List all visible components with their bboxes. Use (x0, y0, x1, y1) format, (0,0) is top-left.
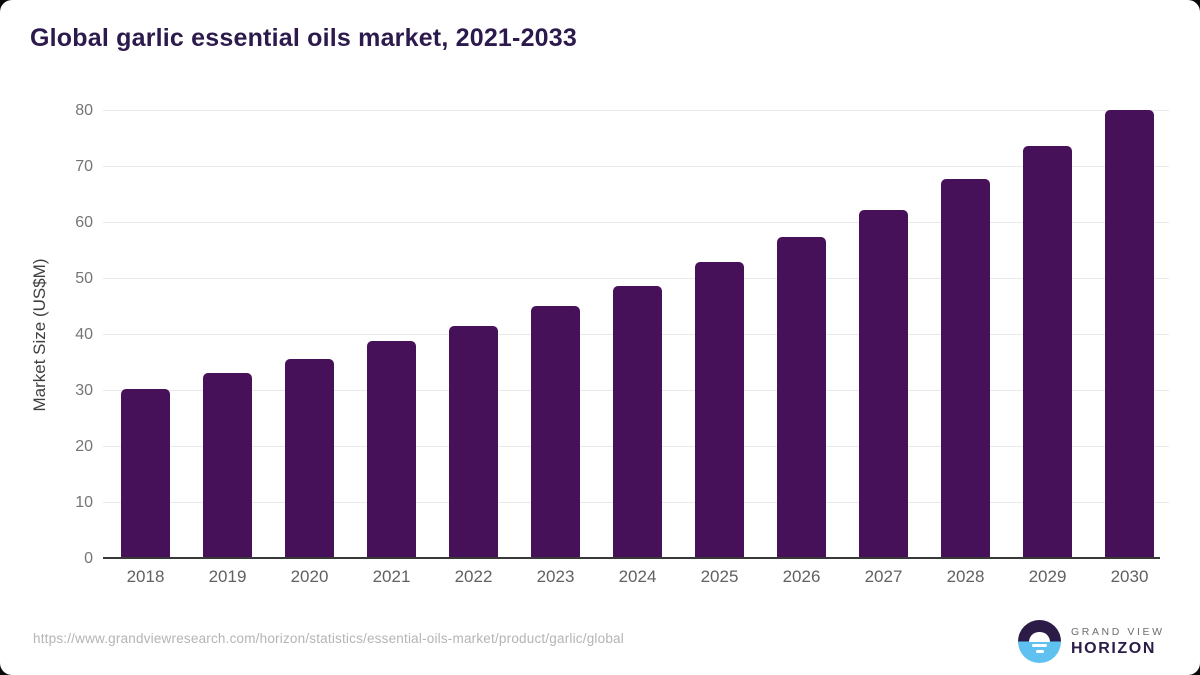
x-tick-2026: 2026 (782, 567, 821, 586)
gridline-60 (103, 222, 1169, 223)
x-tick-2029: 2029 (1028, 567, 1067, 586)
bar-2026 (777, 237, 826, 559)
x-tick-2024: 2024 (618, 567, 657, 586)
x-tick-2022: 2022 (454, 567, 493, 586)
y-tick-30: 30 (75, 382, 93, 399)
x-tick-2023: 2023 (536, 567, 575, 586)
logo-reflection-line-1 (1032, 644, 1047, 647)
sunrise-logo-icon (1018, 620, 1061, 663)
bar-2021 (367, 341, 416, 559)
logo-reflection-line-2 (1035, 649, 1044, 653)
x-tick-2018: 2018 (126, 567, 165, 586)
x-tick-2027: 2027 (864, 567, 903, 586)
y-axis-tick-labels: 0 10 20 30 40 50 60 70 80 (0, 102, 93, 567)
bar-2024 (613, 285, 662, 559)
bar-2025 (695, 262, 744, 559)
logo-line2: HORIZON (1071, 639, 1156, 657)
chart-title: Global garlic essential oils market, 202… (30, 24, 577, 52)
bar-2018 (121, 388, 170, 559)
x-tick-2019: 2019 (208, 567, 247, 586)
bar-2019 (203, 373, 252, 559)
logo-sun-shape (1029, 631, 1050, 642)
y-tick-40: 40 (75, 326, 93, 343)
gridline-70 (103, 166, 1169, 167)
gridline-50 (103, 278, 1169, 279)
bar-2022 (449, 326, 498, 559)
x-tick-2021: 2021 (372, 567, 411, 586)
bar-2027 (859, 209, 908, 559)
x-axis-line (103, 557, 1160, 559)
logo-line1: GRAND VIEW (1071, 625, 1165, 638)
plot-area (103, 109, 1169, 559)
y-tick-70: 70 (75, 158, 93, 175)
y-tick-0: 0 (84, 550, 93, 567)
bar-2029 (1023, 145, 1072, 559)
x-axis-tick-labels: 2018 2019 2020 2021 2022 2023 2024 2025 2026 2027… (103, 567, 1169, 593)
x-tick-2030: 2030 (1110, 567, 1149, 586)
x-tick-2025: 2025 (700, 567, 739, 586)
bar-2028 (941, 178, 990, 559)
y-tick-60: 60 (75, 214, 93, 231)
gridline-80 (103, 110, 1169, 111)
y-tick-80: 80 (75, 102, 93, 119)
y-tick-20: 20 (75, 438, 93, 455)
logo-text: GRAND VIEW HORIZON (1071, 626, 1165, 658)
source-url: https://www.grandviewresearch.com/horizo… (33, 631, 624, 646)
x-tick-2028: 2028 (946, 567, 985, 586)
bar-2023 (531, 305, 580, 559)
bar-2020 (285, 358, 334, 559)
bar-2030 (1105, 109, 1154, 559)
x-tick-2020: 2020 (290, 567, 329, 586)
grand-view-horizon-logo: GRAND VIEW HORIZON (1018, 620, 1165, 663)
y-tick-50: 50 (75, 270, 93, 287)
y-tick-10: 10 (75, 494, 93, 511)
